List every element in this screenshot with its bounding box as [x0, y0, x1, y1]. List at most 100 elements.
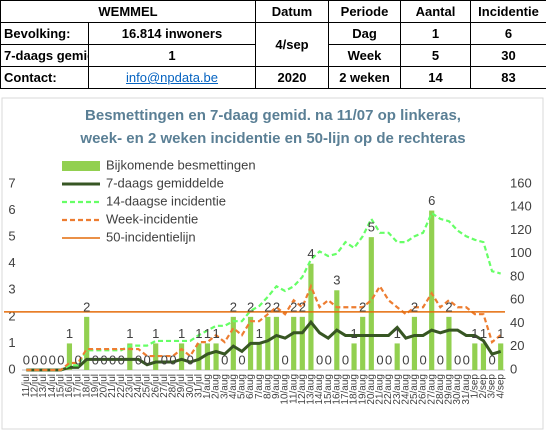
count: 14 [400, 66, 471, 89]
x-tick-label: 12/jul [30, 374, 41, 398]
info-value: info@npdata.be [88, 66, 256, 89]
x-tick-label: 10/aug [280, 374, 291, 405]
data-label: 0 [31, 352, 38, 367]
data-label: 0 [402, 352, 409, 367]
bar [368, 237, 374, 370]
bar [196, 343, 202, 370]
info-value: 1 [88, 44, 256, 67]
data-label: 3 [333, 273, 340, 288]
data-label: 1 [152, 326, 159, 341]
info-label: Bevolking: [0, 22, 89, 45]
x-tick-label: 20/jul [99, 374, 110, 398]
y2-tick-label: 120 [510, 222, 532, 237]
bar [308, 263, 314, 370]
data-label: 1 [126, 326, 133, 341]
email-link[interactable]: info@npdata.be [126, 70, 218, 85]
data-label: 0 [221, 352, 228, 367]
bar [153, 343, 159, 370]
bar [498, 343, 504, 370]
data-label: 0 [316, 352, 323, 367]
data-label: 6 [428, 193, 435, 208]
y-tick-label: 0 [8, 361, 15, 376]
data-label: 0 [325, 352, 332, 367]
summary-table: WEMMEL Datum Periode Aantal Incidentie B… [0, 0, 546, 89]
x-tick-label: 28/jul [168, 374, 179, 398]
date: 4/sep [255, 22, 329, 67]
data-label: 1 [497, 326, 504, 341]
data-label: 2 [247, 299, 254, 314]
data-label: 0 [74, 352, 81, 367]
info-label: 7-daags gemiddelde: [0, 44, 89, 67]
municipality: WEMMEL [0, 0, 256, 23]
data-label: 2 [273, 299, 280, 314]
data-label: 0 [419, 352, 426, 367]
x-tick-label: 16/jul [64, 374, 75, 398]
line-series [26, 211, 501, 372]
bar [299, 316, 305, 370]
x-tick-label: 29/aug [444, 374, 455, 405]
legend-label: Week-incidentie [106, 211, 198, 226]
legend-label: 14-daagse incidentie [106, 193, 226, 208]
data-label: 0 [135, 352, 142, 367]
x-tick-label: 6/aug [245, 374, 256, 399]
info-value: 16.814 inwoners [88, 22, 256, 45]
x-tick-label: 25/jul [142, 374, 153, 398]
y2-tick-label: 100 [510, 245, 532, 260]
x-tick-label: 25/aug [409, 374, 420, 405]
data-label: 1 [195, 326, 202, 341]
x-tick-label: 21/aug [375, 374, 386, 405]
period: Week [328, 44, 401, 67]
data-label: 5 [368, 220, 375, 235]
incidence: 6 [470, 22, 546, 45]
x-tick-label: 15/aug [323, 374, 334, 405]
chart: Besmettingen en 7-daag gemid. na 11/07 o… [1, 97, 544, 430]
x-tick-label: 1/sep [469, 374, 480, 399]
x-tick-label: 23/aug [392, 374, 403, 405]
x-tick-label: 24/aug [400, 374, 411, 405]
chart-frame [1, 97, 544, 430]
chart-title: Besmettingen en 7-daag gemid. na 11/07 o… [85, 107, 461, 124]
data-label: 0 [40, 352, 47, 367]
x-tick-label: 4/aug [228, 374, 239, 399]
bar [411, 316, 418, 370]
data-label: 0 [187, 352, 194, 367]
legend-label: 50-incidentielijn [106, 229, 196, 244]
data-label: 1 [394, 326, 401, 341]
data-label: 1 [256, 326, 263, 341]
line-series [26, 319, 502, 372]
bar [213, 343, 219, 370]
bar [472, 343, 478, 370]
legend-swatch [62, 161, 100, 171]
period: Dag [328, 22, 401, 45]
x-tick-label: 13/jul [38, 374, 49, 398]
data-label: 0 [118, 352, 125, 367]
bar [394, 343, 400, 370]
x-tick-label: 3/aug [219, 374, 230, 399]
x-tick-label: 8/aug [262, 374, 273, 399]
x-tick-label: 23/jul [124, 374, 135, 398]
x-tick-label: 31/aug [461, 374, 472, 405]
x-tick-label: 5/aug [237, 374, 248, 399]
bar [230, 316, 236, 370]
x-tick-label: 11/aug [288, 374, 299, 404]
x-tick-label: 31/jul [193, 374, 204, 398]
data-label: 2 [230, 299, 237, 314]
y2-tick-label: 60 [510, 292, 524, 307]
data-label: 1 [204, 326, 211, 341]
x-tick-label: 22/aug [383, 374, 394, 405]
data-label: 0 [169, 352, 176, 367]
y-tick-label: 1 [8, 335, 15, 350]
y2-tick-label: 140 [510, 199, 532, 214]
period: 2 weken [328, 66, 401, 89]
bar [480, 343, 487, 370]
data-label: 2 [264, 299, 271, 314]
y-tick-label: 7 [8, 175, 15, 190]
x-tick-label: 21/jul [107, 374, 118, 398]
x-tick-label: 18/aug [349, 374, 360, 405]
data-label: 1 [212, 326, 219, 341]
data-label: 0 [109, 352, 116, 367]
x-tick-label: 18/jul [81, 374, 92, 398]
bar [204, 343, 211, 370]
x-tick-label: 27/aug [426, 374, 437, 405]
